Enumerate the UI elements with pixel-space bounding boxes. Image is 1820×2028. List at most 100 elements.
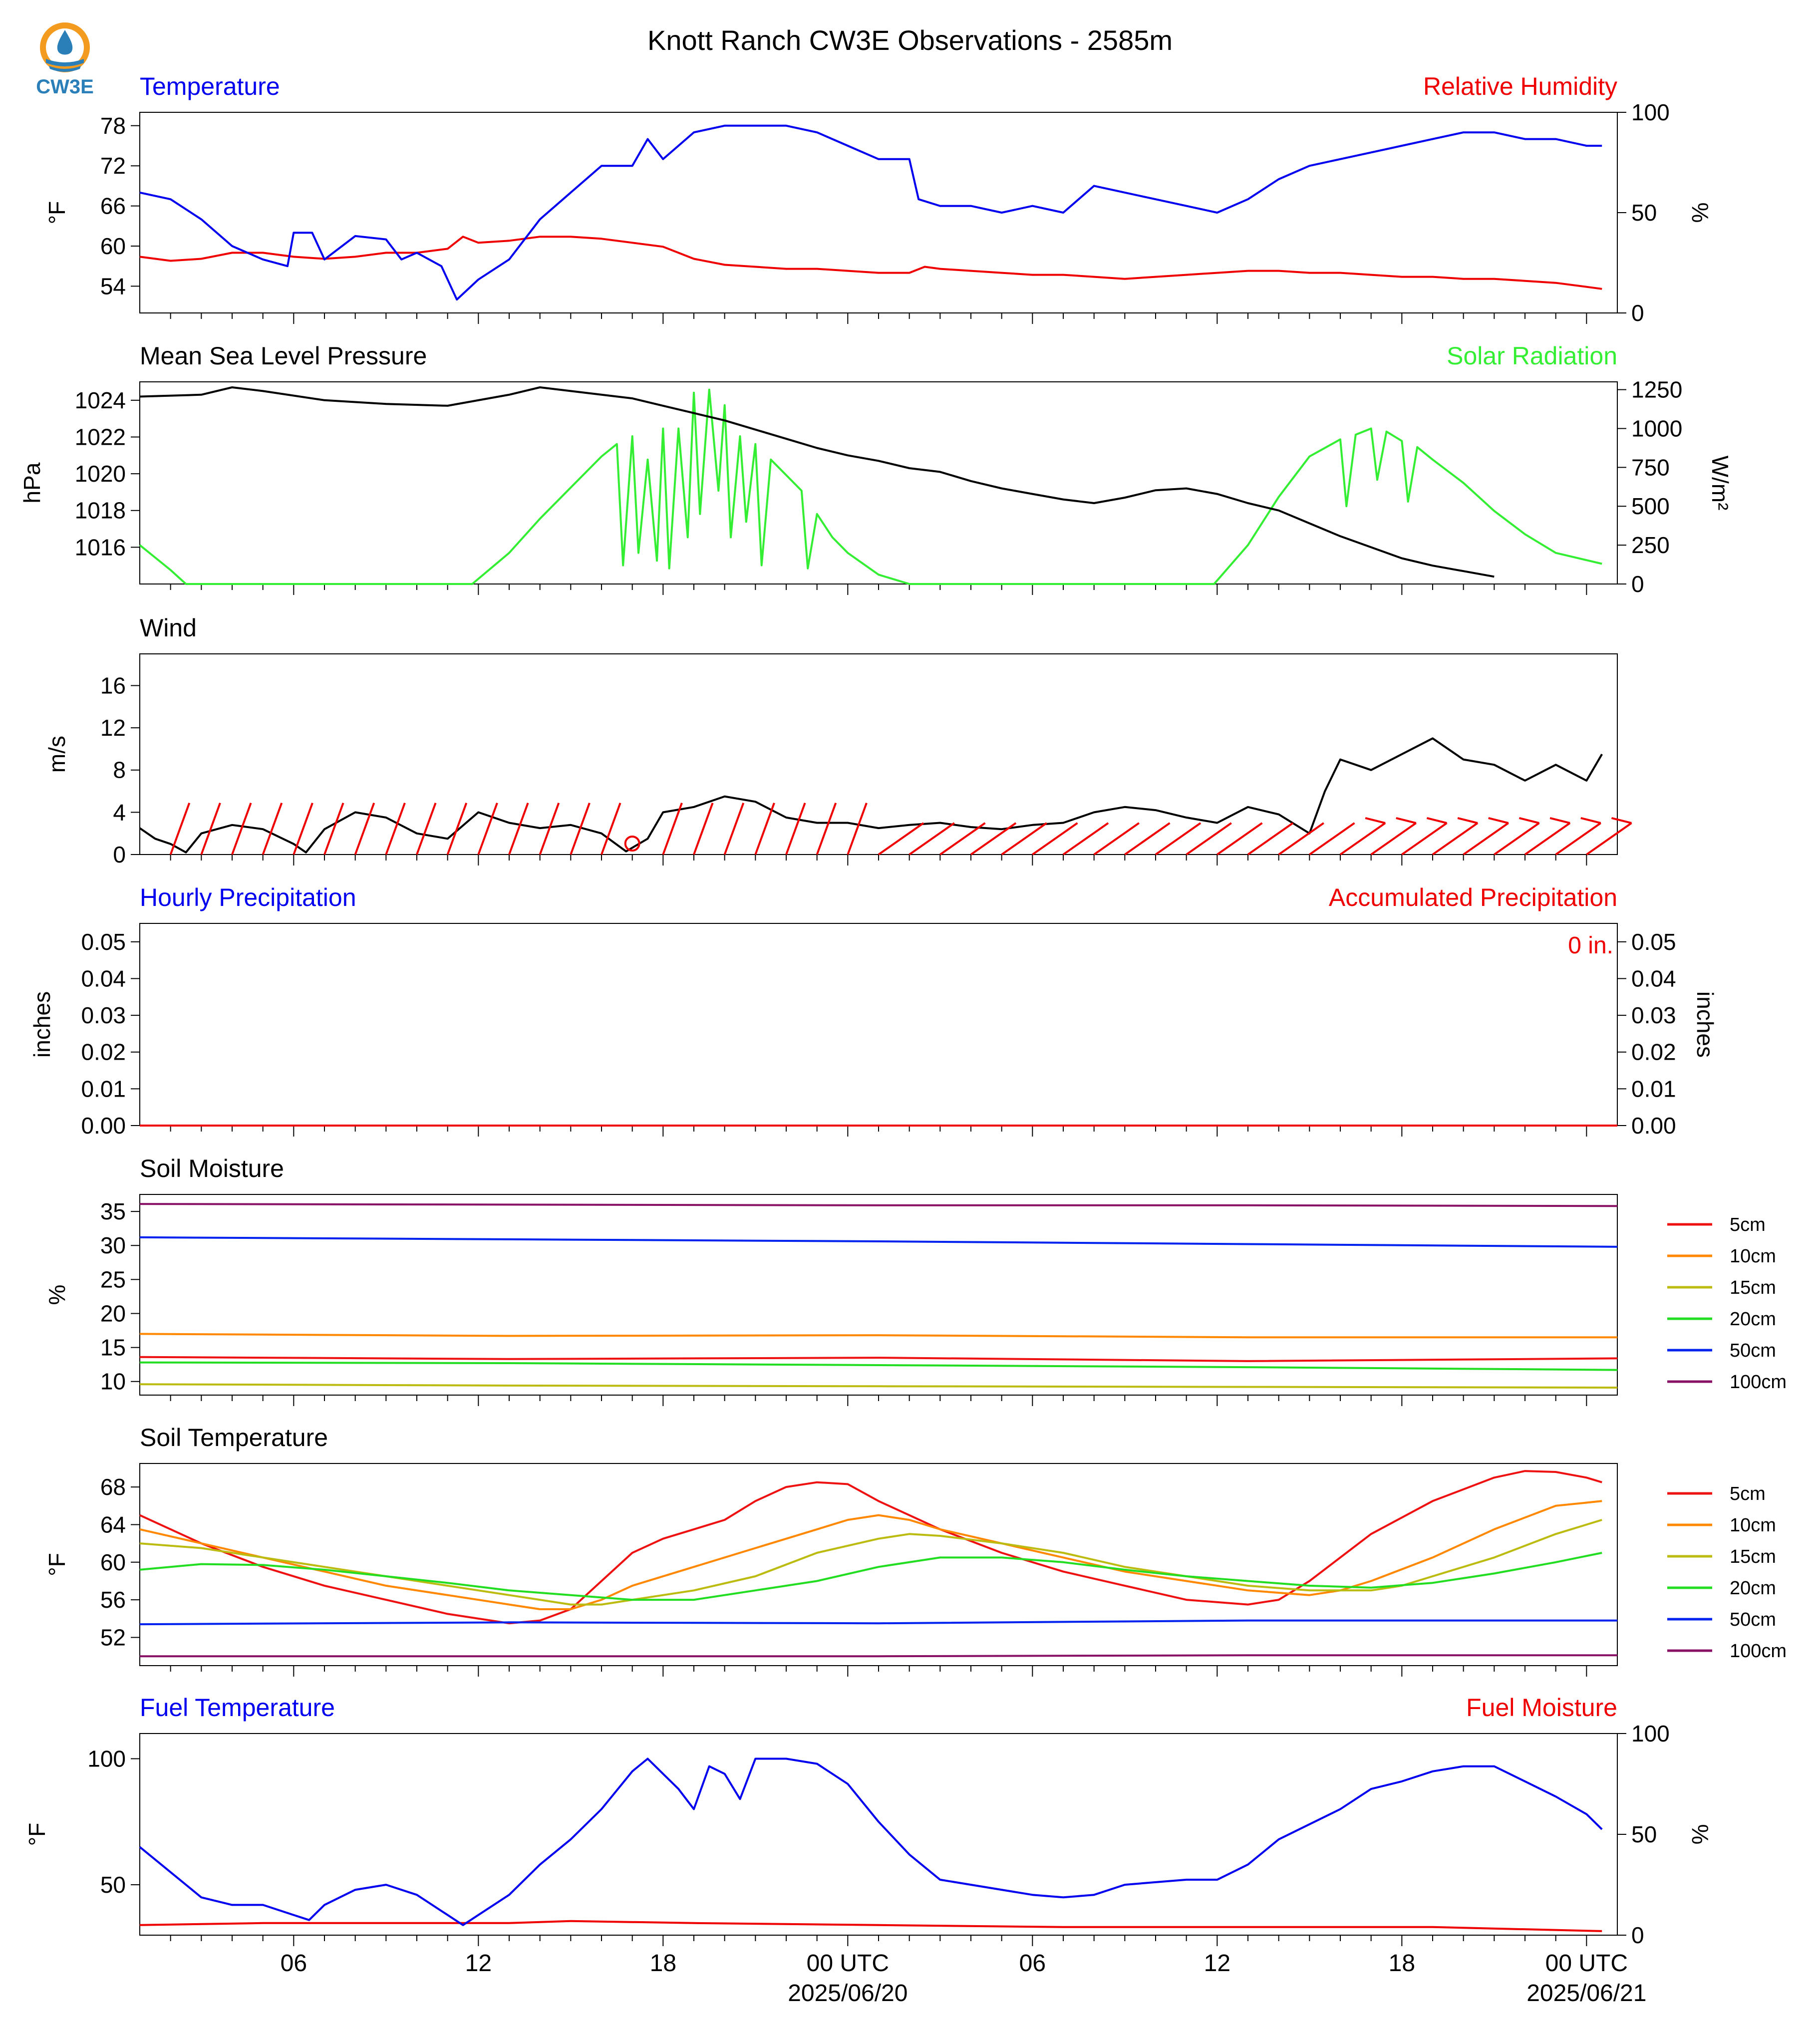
panel-title-right: Fuel Moisture — [1466, 1694, 1617, 1722]
y-axis-label: °F — [44, 1553, 70, 1576]
y-tick-label: 64 — [100, 1511, 126, 1537]
legend-label: 10cm — [1730, 1515, 1776, 1536]
fuel-temperature-line — [139, 1757, 1603, 1926]
y-tick-label: 35 — [100, 1198, 126, 1224]
y2-tick-label: 1000 — [1631, 415, 1682, 441]
soil-moisture-line — [139, 1356, 1618, 1362]
wind-barb — [1339, 822, 1386, 856]
y-tick-label: 60 — [100, 233, 126, 259]
y2-tick-label: 50 — [1631, 200, 1657, 226]
wind-barb-feather — [1396, 817, 1417, 824]
wind-barb — [1216, 822, 1263, 856]
figure-title: Knott Ranch CW3E Observations - 2585m — [647, 24, 1173, 56]
wind-barb — [293, 802, 313, 855]
legend-label: 5cm — [1730, 1483, 1766, 1504]
panel-pressure-solar: Mean Sea Level Pressure Solar Radiation 10… — [19, 342, 1733, 597]
y-tick-label: 0.00 — [81, 1113, 126, 1139]
y2-tick-label: 0.01 — [1631, 1076, 1676, 1102]
wind-barb — [416, 802, 437, 855]
wind-barb — [1524, 822, 1571, 856]
y2-tick-label: 100 — [1631, 1721, 1670, 1746]
soil-temperature-line — [139, 1519, 1602, 1606]
wind-barb-feather — [1549, 817, 1570, 824]
x-tick-label: 00 UTC — [807, 1950, 889, 1977]
y-tick-label: 0.01 — [81, 1076, 126, 1102]
wind-barb — [1309, 822, 1355, 856]
solar-radiation-line — [139, 388, 1602, 585]
y2-tick-label: 250 — [1631, 532, 1670, 558]
wind-barb — [477, 802, 498, 855]
y-tick-label: 1024 — [75, 387, 126, 413]
calm-wind-marker — [624, 836, 640, 852]
wind-barb-feather — [1457, 817, 1478, 824]
y-axis-label: °F — [44, 201, 70, 225]
legend-label: 20cm — [1730, 1578, 1776, 1599]
panel-precip: Hourly Precipitation Accumulated Precipit… — [29, 883, 1718, 1139]
y-tick-label: 100 — [87, 1746, 126, 1772]
wind-barb — [847, 802, 868, 855]
panel-title-left: Hourly Precipitation — [140, 883, 356, 911]
y-tick-label: 72 — [100, 153, 126, 179]
panel-title-right: Solar Radiation — [1447, 342, 1617, 370]
y2-tick-label: 0.02 — [1631, 1039, 1676, 1065]
y-tick-label: 15 — [100, 1335, 126, 1361]
x-date-label: 2025/06/21 — [1526, 1980, 1646, 2007]
wind-barb — [1586, 822, 1632, 856]
wind-barb — [1062, 822, 1109, 856]
wind-barb — [446, 802, 468, 855]
y-tick-label: 1022 — [75, 424, 126, 450]
pressure-line — [139, 386, 1495, 578]
soil-moisture-line — [139, 1333, 1617, 1339]
y2-axis-label: inches — [1692, 991, 1718, 1058]
wind-barb-feather — [1426, 817, 1447, 824]
wind-barb-feather — [1488, 817, 1509, 824]
rh-line — [139, 236, 1602, 290]
plot-frame — [139, 1733, 1618, 1936]
y-tick-label: 66 — [100, 193, 126, 219]
wind-barb — [354, 802, 375, 855]
y-tick-label: 30 — [100, 1232, 126, 1258]
plot-frame — [139, 923, 1618, 1126]
y-tick-label: 54 — [100, 273, 126, 299]
panels: Temperature Relative Humidity 54 60 66 72 78 0 5… — [19, 72, 1787, 2007]
wind-barb — [200, 802, 221, 855]
wind-barb-feather — [1611, 817, 1632, 824]
y2-axis-label: % — [1687, 203, 1713, 223]
y-tick-label: 52 — [100, 1624, 126, 1650]
soil-temperature-line — [139, 1552, 1602, 1601]
y-axis-label: °F — [24, 1823, 50, 1846]
fuel-moisture-line — [139, 1920, 1602, 1932]
wind-barb — [1155, 822, 1202, 856]
y2-tick-label: 0 — [1631, 300, 1644, 326]
wind-barb — [662, 802, 683, 855]
panel-title-left: Temperature — [140, 72, 280, 100]
legend-label: 50cm — [1730, 1340, 1776, 1361]
y-tick-label: 0 — [113, 842, 126, 868]
y2-tick-label: 0.00 — [1631, 1113, 1676, 1139]
panel-title-left: Soil Moisture — [140, 1155, 284, 1182]
wind-barb-feather — [1365, 817, 1386, 824]
soil-temperature-line — [139, 1619, 1617, 1626]
panel-title-left: Fuel Temperature — [140, 1694, 335, 1722]
y-axis-label: m/s — [44, 736, 70, 773]
wind-barb — [539, 802, 560, 855]
x-tick-label: 12 — [465, 1950, 492, 1977]
wind-barb — [878, 822, 924, 856]
y-tick-label: 8 — [113, 757, 126, 783]
panel-soil-moisture: Soil Moisture 10 15 20 25 30 35% 5cm 10cm 15cm 20c… — [44, 1155, 1787, 1406]
y2-tick-label: 0.05 — [1631, 929, 1676, 955]
y-tick-label: 4 — [113, 799, 126, 825]
y-tick-label: 20 — [100, 1300, 126, 1326]
soil-temperature-line — [140, 1654, 1617, 1658]
x-tick-label: 06 — [1019, 1950, 1046, 1977]
panel-title-right: Relative Humidity — [1423, 72, 1617, 100]
plot-frame — [139, 653, 1618, 855]
legend-label: 100cm — [1730, 1641, 1787, 1662]
wind-barb — [1555, 822, 1601, 856]
panel-title-left: Soil Temperature — [140, 1424, 328, 1451]
y-tick-label: 0.03 — [81, 1002, 126, 1028]
wind-barb — [1032, 822, 1078, 856]
wind-barb — [169, 802, 191, 855]
y-tick-label: 25 — [100, 1266, 126, 1292]
legend-label: 15cm — [1730, 1546, 1776, 1567]
